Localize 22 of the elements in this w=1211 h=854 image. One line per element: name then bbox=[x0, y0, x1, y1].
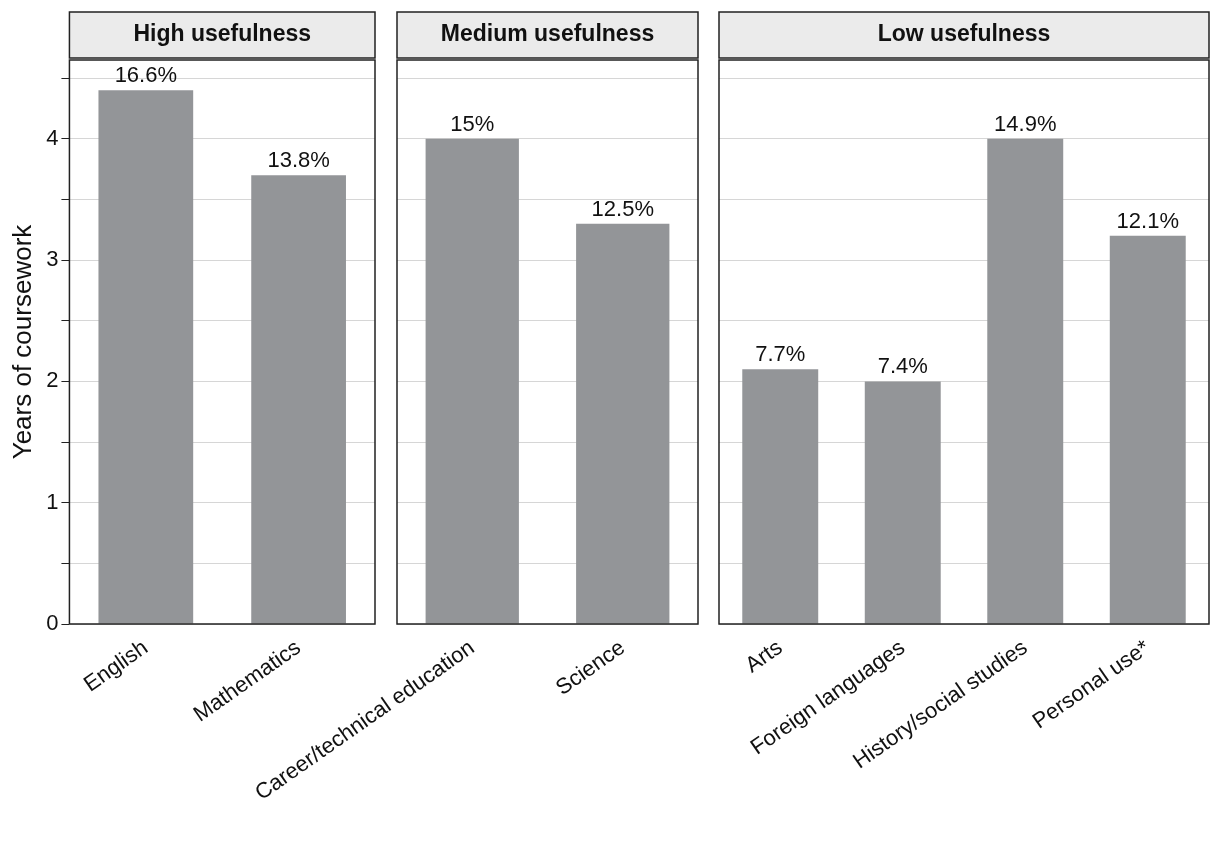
y-tick-label: 3 bbox=[46, 246, 59, 272]
annotation: 14.9% bbox=[994, 110, 1057, 136]
bar bbox=[1109, 235, 1186, 624]
bar bbox=[742, 369, 819, 624]
annotation: 16.6% bbox=[114, 62, 178, 88]
bar bbox=[864, 381, 941, 624]
annotation: 13.8% bbox=[267, 147, 330, 173]
chart-title: Low usefulness bbox=[877, 20, 1051, 47]
x-tick-label: Arts bbox=[740, 634, 787, 678]
chart-title: Medium usefulness bbox=[440, 20, 655, 47]
annotation: 12.5% bbox=[591, 195, 654, 221]
y-tick-label: 1 bbox=[46, 488, 59, 514]
annotation: 7.4% bbox=[877, 353, 928, 379]
chart-title: High usefulness bbox=[133, 20, 312, 47]
y-tick-label: 0 bbox=[46, 610, 59, 636]
annotation: 15% bbox=[450, 110, 495, 136]
annotation: 7.7% bbox=[755, 341, 806, 367]
y-tick-label: 4 bbox=[46, 124, 59, 150]
bar bbox=[987, 138, 1064, 624]
y-tick-label: 2 bbox=[46, 367, 59, 393]
y-axis-title: Years of coursework bbox=[6, 223, 37, 460]
annotation: 12.1% bbox=[1116, 207, 1179, 233]
